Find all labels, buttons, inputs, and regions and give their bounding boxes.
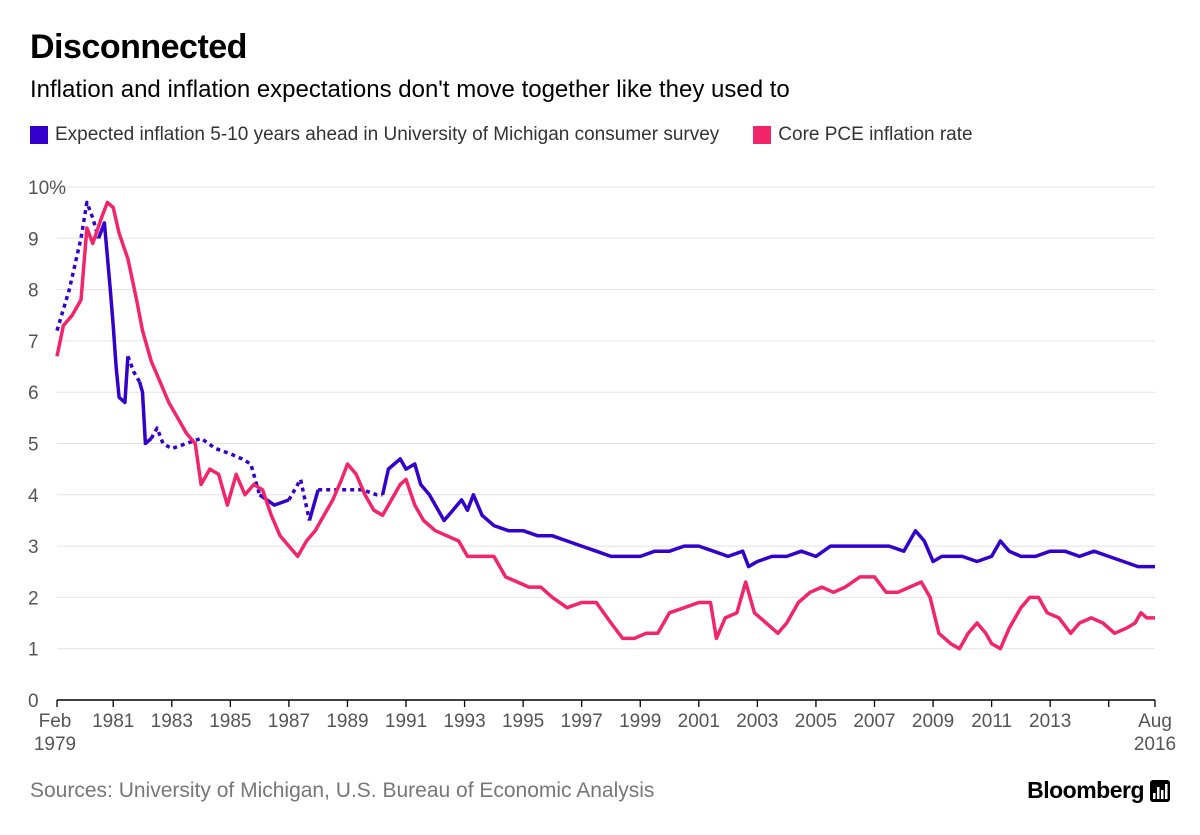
x-tick-label: 1983 [151,711,193,732]
x-tick-label: 1985 [209,711,251,732]
series-line-expected-inflation [307,489,320,521]
brand-name: Bloomberg [1027,777,1144,803]
y-tick-label: 3 [28,537,39,558]
x-tick-label: 2007 [853,711,895,732]
x-tick-label-year: 2016 [1134,734,1176,755]
x-tick-label: 2009 [912,711,954,732]
x-tick-label: 1997 [561,711,603,732]
y-tick-label: 6 [28,383,39,404]
x-tick-label: 1987 [268,711,310,732]
y-tick-label: 4 [28,486,39,507]
x-tick-label: 2005 [795,711,837,732]
x-tick-label: 1995 [502,711,544,732]
gridlines [57,186,1155,650]
x-tick-label: 1981 [92,711,134,732]
series-line-expected-inflation [96,221,130,405]
source-note: Sources: University of Michigan, U.S. Bu… [30,779,655,802]
series-line-expected-inflation [126,355,142,383]
bloomberg-logo: Bloomberg [1027,777,1170,804]
y-tick-label: 10% [28,178,66,199]
series-line-expected-inflation [55,200,101,332]
series-line-core-pce [55,200,1155,651]
x-tick-label: 1991 [385,711,427,732]
legend-swatch-expected-inflation [30,126,48,144]
y-tick-label: 5 [28,435,39,456]
y-tick-label: 7 [28,332,39,353]
x-tick-label-year: 1979 [34,734,76,755]
series-lines [55,200,1155,651]
legend-item-core-pce: Core PCE inflation rate [753,124,973,146]
y-tick-label: 9 [28,229,39,250]
x-tick-label: 2001 [678,711,720,732]
y-tick-label: 2 [28,588,39,609]
x-tick-label: 2011 [971,711,1012,732]
x-tick-label: 2013 [1029,711,1071,732]
y-tick-label: 0 [28,691,39,712]
x-tick-label: 1999 [619,711,661,732]
x-tick-label: Aug [1138,711,1172,732]
x-tick-label: Feb [39,711,72,732]
legend-label-core-pce: Core PCE inflation rate [778,124,973,145]
legend: Expected inflation 5-10 years ahead in U… [30,122,1007,148]
x-tick-label: 1993 [443,711,485,732]
legend-swatch-core-pce [753,126,772,144]
x-tick-label: 2003 [736,711,778,732]
series-line-expected-inflation [137,381,153,446]
legend-item-expected-inflation: Expected inflation 5-10 years ahead in U… [30,124,719,146]
series-line-expected-inflation [287,477,312,521]
y-axis-ticks: 0 1 2 3 4 5 6 7 8 9 10% [28,178,66,712]
y-tick-label: 1 [28,640,39,661]
y-tick-label: 8 [28,281,39,302]
legend-label-expected-inflation: Expected inflation 5-10 years ahead in U… [55,124,720,145]
series-line-expected-inflation [380,457,1155,569]
series-line-expected-inflation [149,426,262,496]
series-line-expected-inflation [318,487,383,497]
chart-subtitle: Inflation and inflation expectations don… [30,76,790,103]
x-tick-label: 1989 [326,711,368,732]
chart-title: Disconnected [30,28,247,66]
bloomberg-terminal-icon [1150,779,1170,802]
